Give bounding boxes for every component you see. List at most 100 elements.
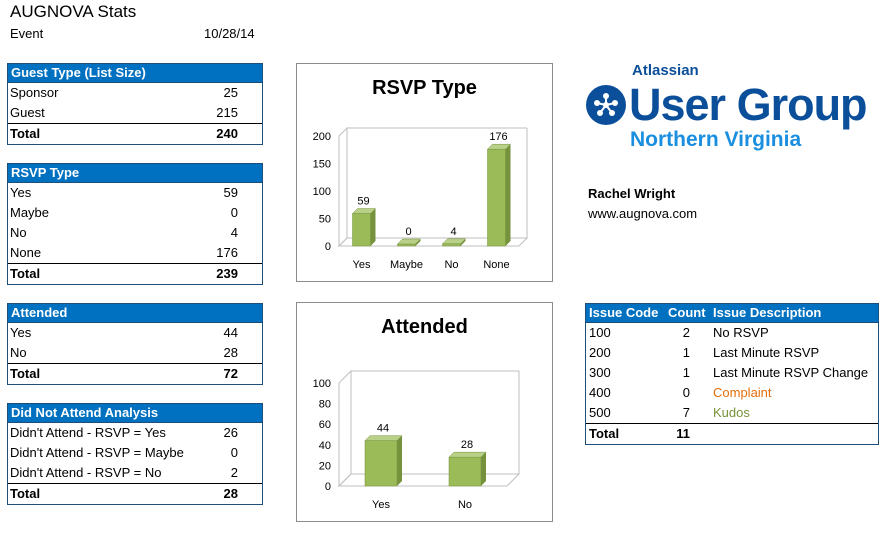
issue-desc-kudos: Kudos — [713, 405, 750, 420]
y-tick-label: 80 — [319, 399, 331, 411]
data-label: 28 — [461, 439, 473, 451]
event-label: Event — [10, 26, 44, 41]
attended-table: Attended Yes 44 No 28 Total 72 — [7, 303, 263, 385]
total-row: Total 72 — [8, 363, 262, 384]
row-label: No — [10, 225, 27, 240]
total-value: 239 — [216, 266, 238, 281]
rsvp-type-table: RSVP Type Yes 59 Maybe 0 No 4 None 176 T… — [7, 163, 263, 285]
table-row: Yes 59 — [8, 183, 262, 203]
issue-code: 500 — [589, 405, 611, 420]
author-name: Rachel Wright — [588, 186, 676, 201]
row-value: 215 — [216, 105, 238, 120]
chart-side-wall — [338, 369, 352, 488]
y-tick-label: 60 — [319, 419, 331, 431]
bar-side — [370, 208, 376, 246]
issue-desc: Last Minute RSVP — [713, 345, 820, 360]
chart-title: RSVP Type — [372, 77, 477, 99]
y-tick-label: 100 — [313, 186, 331, 198]
y-tick-label: 50 — [319, 214, 331, 226]
row-value: 2 — [230, 465, 238, 480]
issue-count: 1 — [682, 365, 690, 380]
issue-desc: No RSVP — [713, 325, 769, 340]
user-group-logo-icon — [586, 85, 626, 125]
data-label: 0 — [405, 226, 411, 238]
x-tick-label: Maybe — [390, 259, 423, 271]
attended-chart: Attended 0 20 40 60 80 100 44 Yes 28 No — [296, 302, 553, 522]
total-row: Total 28 — [8, 483, 262, 504]
row-label: Didn't Attend - RSVP = Yes — [10, 425, 166, 440]
issues-header: Issue Code Count Issue Description — [586, 304, 878, 323]
total-label: Total — [10, 266, 41, 281]
bar — [448, 456, 482, 487]
table-row: No 28 — [8, 343, 262, 363]
bar — [442, 243, 461, 247]
total-label: Total — [10, 126, 41, 141]
bar-top — [448, 451, 487, 458]
issue-count: 0 — [682, 385, 690, 400]
row-value: 28 — [223, 345, 238, 360]
issue-code: 400 — [589, 385, 611, 400]
issue-code: 300 — [589, 365, 611, 380]
total-value: 11 — [676, 426, 690, 441]
table-row: Guest 215 — [8, 103, 262, 123]
table-row: Didn't Attend - RSVP = Maybe 0 — [8, 443, 262, 463]
logo-atlassian-text: Atlassian — [632, 62, 699, 79]
row-label: Didn't Attend - RSVP = No — [10, 465, 162, 480]
row-label: Yes — [10, 185, 32, 200]
bar — [364, 440, 398, 487]
issue-desc-complaint: Complaint — [713, 385, 772, 400]
row-value: 44 — [223, 325, 238, 340]
total-label: Total — [589, 426, 620, 441]
bar — [487, 148, 506, 247]
issue-count: 1 — [682, 345, 690, 360]
row-value: 176 — [216, 245, 238, 260]
y-tick-label: 100 — [313, 378, 331, 390]
table-row: 100 2 No RSVP — [586, 323, 878, 343]
row-label: None — [10, 245, 42, 260]
bar-side — [505, 144, 511, 246]
total-value: 28 — [223, 486, 238, 501]
table-row: Maybe 0 — [8, 203, 262, 223]
table-row: Sponsor 25 — [8, 83, 262, 103]
event-date: 10/28/14 — [204, 26, 255, 41]
row-value: 0 — [230, 445, 238, 460]
y-tick-label: 20 — [319, 460, 331, 472]
row-value: 59 — [223, 185, 238, 200]
issue-count: 2 — [682, 325, 690, 340]
total-label: Total — [10, 366, 41, 381]
attended-header: Attended — [8, 304, 262, 323]
row-label: Sponsor — [10, 85, 59, 100]
table-row: Didn't Attend - RSVP = No 2 — [8, 463, 262, 483]
data-label: 4 — [450, 226, 456, 238]
rsvp-chart: RSVP Type 0 50 100 150 200 59 Yes 0 Maybe 4 No 176 N… — [296, 63, 553, 282]
table-row: 200 1 Last Minute RSVP — [586, 343, 878, 363]
attended-chart-plot: 0 20 40 60 80 100 44 Yes 28 No — [313, 369, 521, 511]
table-row: None 176 — [8, 243, 262, 263]
table-row: 300 1 Last Minute RSVP Change — [586, 363, 878, 383]
total-value: 72 — [223, 366, 238, 381]
x-tick-label: None — [483, 259, 509, 271]
guest-type-header: Guest Type (List Size) — [8, 64, 262, 83]
total-row: Total 240 — [8, 123, 262, 144]
y-tick-label: 0 — [325, 241, 331, 253]
row-value: 4 — [230, 225, 238, 240]
logo-user-group-text: User Group — [629, 79, 868, 130]
row-label: Yes — [10, 325, 32, 340]
total-row: Total 11 — [586, 423, 878, 444]
issue-code: 200 — [589, 345, 611, 360]
issue-desc: Last Minute RSVP Change — [713, 365, 869, 380]
issue-count: 7 — [682, 405, 690, 420]
did-not-attend-header: Did Not Attend Analysis — [8, 404, 262, 423]
rsvp-chart-plot: 0 50 100 150 200 59 Yes 0 Maybe 4 No 176 None — [313, 126, 529, 271]
table-row: Didn't Attend - RSVP = Yes 26 — [8, 423, 262, 443]
row-label: No — [10, 345, 27, 360]
column-header-desc: Issue Description — [713, 305, 822, 320]
data-label: 59 — [357, 196, 369, 208]
chart-title: Attended — [381, 316, 468, 338]
row-value: 26 — [223, 425, 238, 440]
bar-side — [481, 452, 486, 486]
row-value: 0 — [230, 205, 238, 220]
y-tick-label: 0 — [325, 481, 331, 493]
did-not-attend-table: Did Not Attend Analysis Didn't Attend - … — [7, 403, 263, 505]
chart-side-wall — [338, 126, 348, 248]
